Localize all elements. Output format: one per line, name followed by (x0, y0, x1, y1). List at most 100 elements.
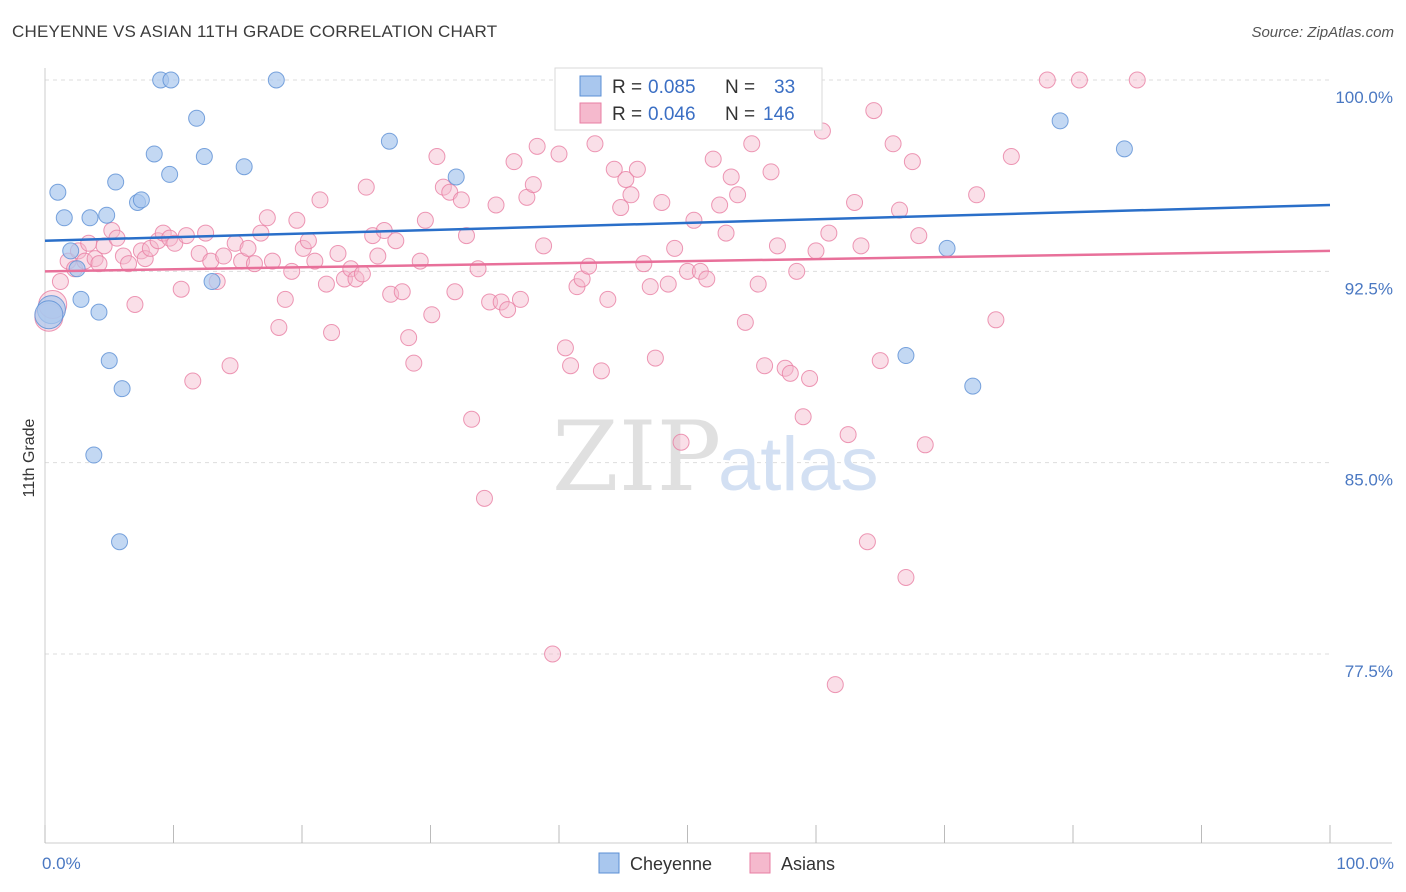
asians-point (311, 191, 329, 209)
cheyenne-point (161, 165, 179, 183)
cheyenne-point (85, 446, 103, 464)
asians-point (704, 150, 722, 168)
asians-point (698, 270, 716, 288)
asians-point (987, 311, 1005, 329)
asians-point (801, 369, 819, 387)
asians-point (80, 234, 98, 252)
asians-point (1002, 148, 1020, 166)
cheyenne-point (100, 352, 118, 370)
asians-point (51, 273, 69, 291)
cheyenne-point (1051, 112, 1069, 130)
legend-r-value: 0.085 (648, 77, 696, 98)
cheyenne-point (72, 290, 90, 308)
asians-point (711, 196, 729, 214)
y-tick-labels: 100.0% 92.5% 85.0% 77.5% (1335, 88, 1393, 681)
bottom-legend-label-cheyenne: Cheyenne (630, 854, 712, 874)
bottom-legend-swatch-asians (749, 852, 771, 874)
asians-point (120, 255, 138, 273)
y-tick-label: 77.5% (1345, 662, 1393, 681)
asians-point (306, 252, 324, 270)
chart-title: CHEYENNE VS ASIAN 11TH GRADE CORRELATION… (12, 22, 498, 41)
cheyenne-point (107, 173, 125, 191)
asians-point (252, 224, 270, 242)
asians-trend-line (44, 249, 1331, 273)
asians-point (839, 426, 857, 444)
asians-point (335, 270, 353, 288)
asians-point (487, 196, 505, 214)
asians-point (794, 408, 812, 426)
cheyenne-point (267, 71, 285, 89)
asians-point (276, 290, 294, 308)
asians-point (239, 239, 257, 257)
asians-point (672, 433, 690, 451)
asians-point (871, 352, 889, 370)
asians-point (776, 359, 794, 377)
asians-point (317, 275, 335, 293)
asians-point (428, 148, 446, 166)
y-tick-label: 85.0% (1345, 471, 1393, 490)
asians-point (393, 283, 411, 301)
asians-point (411, 252, 429, 270)
asians-point (599, 290, 617, 308)
asians-point (369, 247, 387, 265)
y-tick-label: 100.0% (1335, 88, 1393, 107)
asians-point (288, 211, 306, 229)
asians-point (685, 211, 703, 229)
asians-point (258, 209, 276, 227)
watermark-atlas: atlas (718, 422, 879, 507)
watermark: ZIP atlas (552, 401, 879, 513)
legend-r-label: R = (612, 104, 642, 125)
cheyenne-point (98, 206, 116, 224)
asians-point (659, 275, 677, 293)
cheyenne-point (203, 273, 221, 291)
asians-point (353, 265, 371, 283)
asians-point (481, 293, 499, 311)
asians-point (329, 244, 347, 262)
asians-point (617, 170, 635, 188)
asians-point (743, 135, 761, 153)
cheyenne-point (897, 347, 915, 365)
cheyenne-point (938, 239, 956, 257)
asians-point (910, 227, 928, 245)
asians-point (635, 255, 653, 273)
asians-point (762, 163, 780, 181)
asians-point (423, 306, 441, 324)
asians-point (524, 176, 542, 194)
asians-point (852, 237, 870, 255)
cheyenne-points (34, 71, 1133, 551)
watermark-zip: ZIP (552, 401, 721, 513)
asians-point (653, 193, 671, 211)
asians-point (556, 339, 574, 357)
asians-point (535, 237, 553, 255)
axes (44, 68, 1392, 844)
asians-point (756, 357, 774, 375)
asians-point (499, 301, 517, 319)
asians-point (505, 153, 523, 171)
series-legend: Cheyenne Asians (598, 852, 835, 874)
asians-point (1038, 71, 1056, 89)
asians-point (968, 186, 986, 204)
cheyenne-point (235, 158, 253, 176)
asians-point (400, 329, 418, 347)
cheyenne-point (81, 209, 99, 227)
cheyenne-point (380, 132, 398, 150)
legend-n-label: N = (725, 77, 755, 98)
asians-point (897, 568, 915, 586)
asians-point (605, 160, 623, 178)
asians-point (903, 153, 921, 171)
asians-point (628, 160, 646, 178)
asians-point (717, 224, 735, 242)
asians-point (550, 145, 568, 163)
asians-point (184, 372, 202, 390)
cheyenne-point (90, 303, 108, 321)
cheyenne-point (145, 145, 163, 163)
asians-point (592, 362, 610, 380)
asians-point (136, 250, 154, 268)
asians-point (1128, 71, 1146, 89)
legend-n-value: 146 (763, 104, 795, 125)
asians-point (544, 645, 562, 663)
legend-swatch-asians (579, 102, 602, 124)
asians-point (586, 135, 604, 153)
source-note: Source: ZipAtlas.com (1251, 24, 1394, 41)
asians-point (612, 199, 630, 217)
